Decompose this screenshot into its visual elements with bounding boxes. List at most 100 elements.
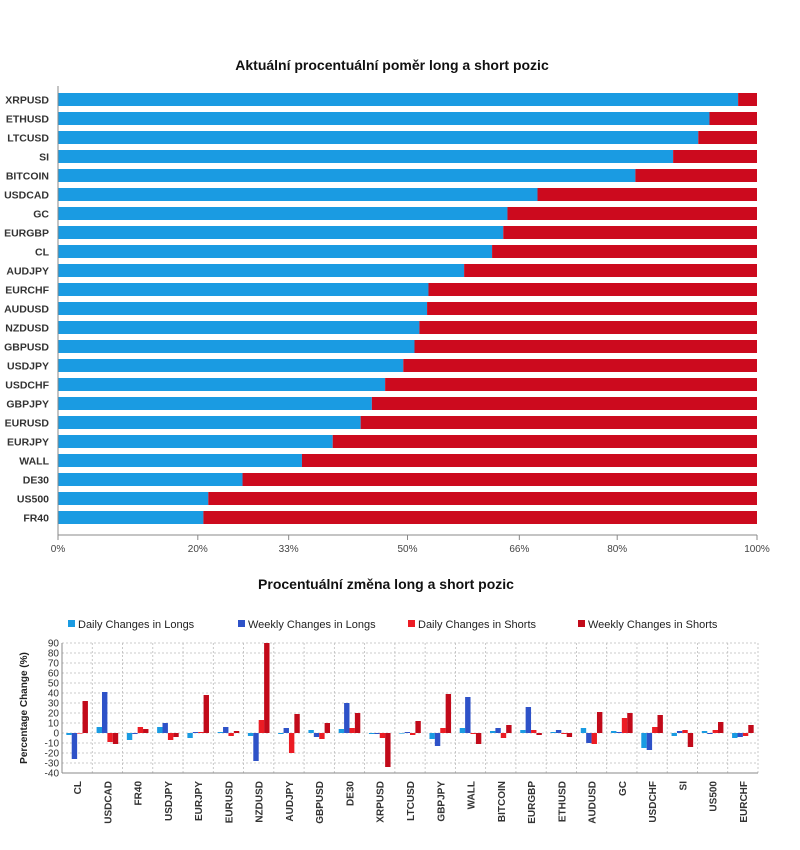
change-bar-eurgbp-s0: [520, 730, 526, 733]
y-tick-label: 60: [48, 669, 60, 680]
change-bar-nzdusd-s1: [253, 733, 259, 761]
change-bar-ltcusd-s1: [404, 732, 410, 733]
change-x-label-usdjpy: USDJPY: [164, 781, 175, 821]
change-bar-xrpusd-s1: [374, 733, 380, 734]
ratio-short-bar-gbpjpy: [371, 397, 757, 410]
ratio-label-gbpjpy: GBPJPY: [6, 399, 49, 411]
change-bar-nzdusd-s2: [258, 720, 265, 733]
change-x-label-fr40: FR40: [134, 781, 145, 806]
change-bar-ethusd-s3: [566, 733, 573, 737]
change-bar-fr40-s1: [132, 733, 138, 734]
ratio-short-bar-gc: [507, 207, 757, 220]
change-bar-ethusd-s0: [550, 732, 556, 733]
ratio-label-audusd: AUDUSD: [4, 304, 49, 316]
y-tick-label: 80: [48, 649, 60, 660]
ratio-x-tick-label: 33%: [279, 544, 299, 555]
ratio-label-de30: DE30: [23, 475, 49, 487]
ratio-label-eurusd: EURUSD: [5, 418, 50, 430]
change-bar-wall-s1: [465, 697, 471, 733]
change-bar-fr40-s0: [126, 733, 133, 740]
change-bar-usdcad-s0: [96, 727, 102, 733]
y-tick-label: 50: [48, 679, 60, 690]
change-bar-gbpjpy-s3: [445, 694, 452, 733]
y-tick-label: -30: [45, 759, 60, 770]
ratio-long-bar-nzdusd: [58, 321, 420, 334]
y-tick-label: 40: [48, 689, 60, 700]
change-bars-group: [66, 643, 754, 767]
change-bar-usdchf-s3: [657, 715, 663, 733]
change-bar-nzdusd-s0: [247, 733, 254, 736]
change-bar-fr40-s2: [137, 727, 144, 733]
ratio-short-bar-eurgbp: [503, 226, 757, 239]
ratio-long-bar-de30: [58, 473, 243, 486]
change-x-label-si: SI: [678, 781, 689, 791]
change-bar-cl-s0: [66, 733, 72, 735]
change-bar-de30-s3: [354, 713, 361, 733]
change-bar-bitcoin-s1: [495, 728, 501, 733]
ratio-short-bar-de30: [242, 473, 757, 486]
change-bar-gc-s3: [627, 713, 633, 733]
ratio-label-eurgbp: EURGBP: [4, 228, 49, 240]
change-x-label-eurchf: EURCHF: [739, 781, 750, 823]
long-short-ratio-chart: Aktuální procentuální poměr long a short…: [4, 57, 770, 555]
change-x-label-ethusd: ETHUSD: [557, 781, 568, 822]
y-tick-label: 20: [48, 709, 60, 720]
change-bar-wall-s3: [475, 733, 482, 744]
change-bar-gbpjpy-s0: [429, 733, 435, 739]
change-bar-gc-s0: [611, 731, 617, 733]
change-bar-usdcad-s2: [107, 733, 113, 742]
ratio-label-si: SI: [39, 152, 49, 164]
ratio-label-ethusd: ETHUSD: [6, 114, 50, 126]
change-bar-ethusd-s2: [561, 733, 567, 734]
change-x-label-nzdusd: NZDUSD: [255, 781, 266, 823]
change-bar-gbpjpy-s2: [440, 728, 446, 733]
legend-label: Weekly Changes in Shorts: [588, 619, 718, 631]
ratio-label-usdcad: USDCAD: [4, 190, 49, 202]
y-tick-label: -40: [45, 769, 60, 780]
ratio-label-nzdusd: NZDUSD: [5, 323, 49, 335]
change-bar-wall-s0: [459, 728, 466, 733]
ratio-short-bar-us500: [208, 492, 757, 505]
ratio-long-bar-gbpusd: [58, 340, 415, 353]
change-x-label-bitcoin: BITCOIN: [497, 781, 508, 822]
change-bar-bitcoin-s3: [506, 725, 512, 733]
change-bar-us500-s3: [718, 722, 724, 733]
change-bar-eurgbp-s2: [531, 730, 537, 733]
ratio-long-bar-si: [58, 150, 674, 163]
ratio-x-tick-label: 0%: [51, 544, 66, 555]
change-bar-eurchf-s3: [748, 725, 754, 733]
ratio-label-fr40: FR40: [23, 513, 49, 525]
ratio-short-bar-usdchf: [385, 378, 757, 391]
ratio-short-bar-fr40: [203, 511, 758, 524]
change-x-label-xrpusd: XRPUSD: [376, 781, 387, 823]
change-bar-usdchf-s1: [646, 733, 653, 750]
ratio-long-bar-us500: [58, 492, 209, 505]
legend-label: Daily Changes in Longs: [78, 619, 195, 631]
ratio-chart-title: Aktuální procentuální poměr long a short…: [235, 57, 549, 73]
change-bar-us500-s2: [712, 730, 719, 733]
change-bar-eurchf-s0: [732, 733, 738, 738]
ratio-label-audjpy: AUDJPY: [6, 266, 49, 278]
change-bar-bitcoin-s0: [489, 731, 496, 733]
ratio-long-bar-gc: [58, 207, 508, 220]
ratio-short-bar-ltcusd: [698, 131, 757, 144]
change-bar-de30-s0: [338, 729, 345, 733]
ratio-long-bar-cl: [58, 245, 493, 258]
ratio-short-bar-nzdusd: [419, 321, 757, 334]
ratio-long-bar-xrpusd: [58, 93, 739, 106]
change-bar-usdchf-s0: [641, 733, 647, 748]
change-bar-usdchf-s2: [652, 727, 658, 733]
change-x-label-eurusd: EURUSD: [224, 781, 235, 823]
ratio-bars-group: XRPUSD ETHUSD LTCUSD SI BITCOIN USDCAD GC EURGB…: [4, 93, 758, 525]
change-x-label-gbpjpy: GBPJPY: [436, 781, 447, 822]
ratio-short-bar-si: [673, 150, 757, 163]
change-bar-si-s0: [671, 733, 677, 736]
ratio-long-bar-eurchf: [58, 283, 429, 296]
ratio-label-bitcoin: BITCOIN: [6, 171, 49, 183]
legend-swatch: [408, 620, 415, 627]
change-bar-usdjpy-s1: [162, 723, 168, 733]
y-tick-label: -20: [45, 749, 60, 760]
ratio-short-bar-cl: [492, 245, 757, 258]
change-chart-legend: Daily Changes in Longs Weekly Changes in …: [68, 619, 718, 631]
change-bar-nzdusd-s3: [264, 643, 270, 733]
